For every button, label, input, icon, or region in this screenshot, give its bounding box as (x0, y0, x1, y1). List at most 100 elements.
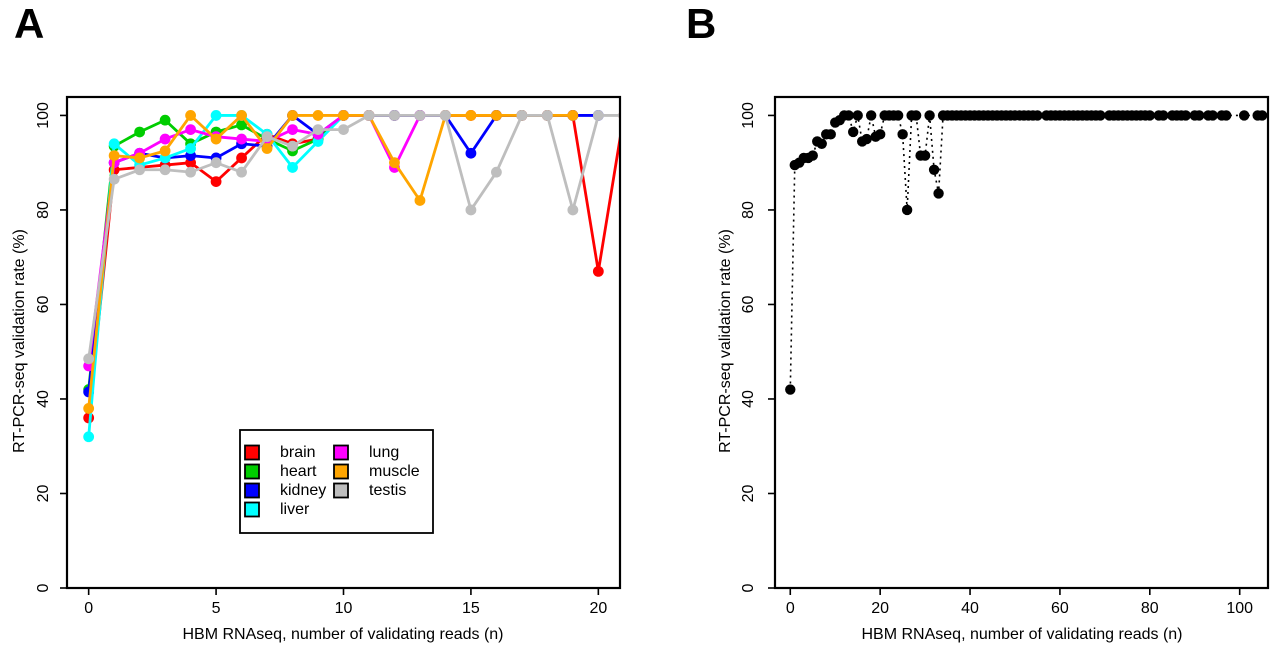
series-muscle-point (567, 110, 579, 121)
y-tick-label: 60 (35, 295, 52, 313)
series-heart-point (134, 126, 146, 138)
series-heart-point (159, 114, 171, 126)
series-layer (83, 110, 620, 443)
panel-a-y-axis-label: RT-PCR-seq validation rate (%) (11, 229, 28, 453)
series-layer (785, 110, 1268, 395)
series-testis-point (567, 204, 579, 216)
y-tick-label: 20 (35, 484, 52, 502)
series-testis-point (414, 110, 426, 121)
y-tick-label: 100 (35, 102, 52, 129)
series-all-tissues-pooled-point (847, 126, 859, 138)
y-tick-label: 40 (35, 390, 52, 408)
panel-b-y-axis-label: RT-PCR-seq validation rate (%) (717, 229, 734, 453)
series-testis-point (541, 110, 553, 121)
series-testis-point (83, 353, 95, 365)
series-muscle-point (261, 143, 273, 154)
series-lung-point (185, 124, 196, 136)
x-tick-label: 15 (462, 600, 480, 617)
series-muscle-point (134, 152, 146, 164)
panel-b-letter: B (686, 0, 717, 47)
panel-b: 0 20 40 60 80 100 0 20 40 60 80 100 (740, 95, 1270, 617)
series-testis-point (210, 157, 222, 169)
series-muscle-point (159, 145, 171, 157)
series-liver-point (83, 431, 95, 443)
series-muscle-point (83, 403, 95, 414)
series-testis-point (261, 131, 273, 143)
series-testis-point (592, 110, 604, 121)
legend-swatch-kidney (244, 482, 260, 499)
series-testis-point (185, 166, 196, 178)
x-tick-label: 60 (1051, 600, 1069, 617)
series-liver-point (287, 162, 298, 173)
series-all-tissues-pooled-point (1256, 110, 1268, 121)
legend-swatch-brain (244, 444, 260, 461)
series-brain-point (210, 176, 222, 187)
series-muscle-point (491, 110, 502, 121)
y-tick-label: 40 (740, 390, 757, 408)
x-tick-label: 20 (871, 600, 889, 617)
y-tick-label: 20 (740, 484, 757, 502)
legend-swatch-testis (333, 482, 349, 499)
series-muscle-point (389, 157, 400, 169)
series-muscle-point (414, 195, 426, 206)
series-testis-point (440, 110, 451, 121)
x-tick-label: 40 (961, 600, 979, 617)
series-all-tissues-pooled-point (910, 110, 922, 121)
series-muscle-point (465, 110, 477, 121)
series-all-tissues-pooled-point (933, 188, 944, 199)
x-tick-label: 0 (84, 600, 93, 617)
series-muscle-point (108, 150, 120, 161)
panel-a-x-axis-label: HBM RNAseq, number of validating reads (… (182, 626, 504, 643)
series-muscle-point (338, 110, 349, 121)
legend-label-lung: lung (369, 444, 399, 461)
series-all-tissues-pooled-point (1158, 110, 1169, 121)
legend-label-kidney: kidney (280, 482, 326, 499)
legend-swatch-liver (244, 501, 260, 518)
legend: brain heart kidney liver lung muscle testis (239, 429, 434, 534)
series-all-tissues-pooled-point (785, 384, 796, 395)
series-heart-point (236, 119, 247, 131)
plot-box (773, 95, 1270, 590)
series-all-tissues-pooled-point (816, 138, 827, 149)
series-all-tissues-pooled-point (1207, 110, 1218, 121)
y-tick-label: 80 (740, 201, 757, 219)
y-tick-label: 80 (35, 201, 52, 219)
series-brain-point (592, 265, 604, 277)
series-liver-point (210, 110, 222, 121)
y-tick-label: 60 (740, 295, 757, 313)
series-all-tissues-pooled-point (865, 110, 877, 121)
panel-a-letter: A (14, 0, 45, 47)
series-kidney-point (465, 147, 477, 159)
series-testis-point (236, 166, 247, 178)
series-brain-point (236, 152, 247, 164)
series-testis-point (108, 173, 120, 185)
series-all-tissues-pooled-point (901, 204, 913, 216)
legend-label-heart: heart (280, 463, 317, 480)
series-testis-point (465, 204, 477, 216)
series-testis-point (363, 110, 375, 121)
series-testis-point (159, 164, 171, 176)
x-tick-label: 5 (212, 600, 221, 617)
series-all-tissues-pooled-point (919, 150, 931, 161)
series-all-tissues-pooled-point (1221, 110, 1232, 121)
panel-a: 0 5 10 15 20 0 20 40 60 80 100 brain heart kidney live… (35, 95, 622, 617)
series-lung-point (236, 133, 247, 145)
series-all-tissues-pooled-point (1144, 110, 1156, 121)
series-testis-point (389, 110, 400, 121)
x-tick-label: 100 (1226, 600, 1253, 617)
series-lung-point (287, 124, 298, 136)
series-muscle-point (287, 110, 298, 121)
series-all-tissues-pooled-point (924, 110, 935, 121)
series-all-tissues-pooled-point (807, 150, 818, 161)
legend-box (239, 429, 434, 534)
series-testis-point (516, 110, 528, 121)
series-testis-line (87, 114, 620, 360)
series-muscle-point (312, 110, 324, 121)
x-tick-label: 10 (335, 600, 353, 617)
series-all-tissues-pooled-point (897, 129, 908, 140)
series-liver-point (108, 138, 120, 150)
legend-label-liver: liver (280, 501, 310, 518)
series-muscle-point (210, 133, 222, 145)
